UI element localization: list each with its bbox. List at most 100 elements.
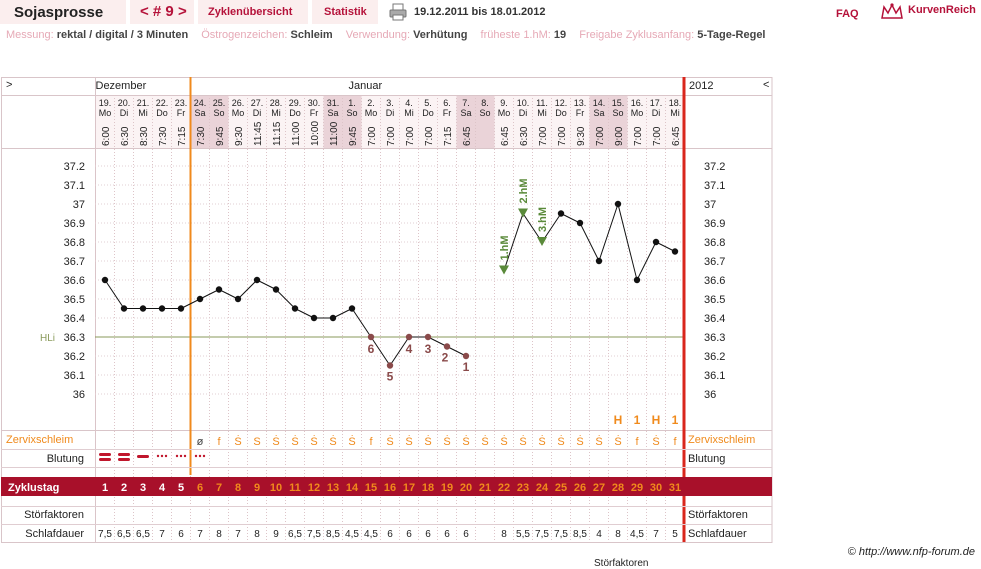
tab-statistik[interactable]: Statistik [324,6,367,18]
time-23: 7:00 [538,126,549,146]
temp-segment-27 [598,203,619,262]
time-17: 7:00 [424,126,435,146]
weekday-13: So [346,108,357,118]
cycle-day-7: 8 [235,482,241,494]
top-bar: Sojasprosse < # 9 > Zyklenübersicht Stat… [0,0,981,26]
high-label-1: 2.hM [518,178,530,203]
mucus-25: Ṡ [576,435,583,448]
time-28: 7:00 [633,126,644,146]
mucus-23: Ṡ [538,435,545,448]
mucus-22: Ṡ [519,435,526,448]
date-17: 5. [424,98,432,108]
temp-segment-1 [104,279,125,309]
low-label-3: 3 [425,342,432,356]
mucus-8: S [253,436,260,448]
sleep-6: 8 [216,529,222,540]
temp-segment-10 [275,289,296,309]
date-20: 8. [481,98,489,108]
date-2: 21. [137,98,150,108]
time-25: 9:30 [576,126,587,146]
weekend-col-26 [589,95,609,148]
mucus-13: Ṡ [348,435,355,448]
bleeding-4-dot0 [175,454,179,458]
y-tick-left-9: 36.3 [64,332,85,344]
disturbance-label-right: Störfaktoren [688,509,748,521]
weekday-9: Mi [271,108,281,118]
temp-point-high-22 [518,208,528,218]
y-tick-left-2: 37 [73,199,85,211]
weekday-27: So [612,108,623,118]
temp-point-5 [196,295,204,303]
weekend-col-19 [456,95,476,148]
temp-segment-8 [237,279,258,300]
date-21: 9. [500,98,508,108]
cycle-day-18: 19 [441,482,453,494]
temp-segment-6 [199,289,220,300]
low-label-1: 5 [387,370,394,384]
mucus-label-left: Zervixschleim [6,434,73,446]
mucus-28: f [635,436,639,448]
weekend-col-13 [342,95,362,148]
sleep-23: 7,5 [535,529,549,540]
weekday-1: Di [120,108,129,118]
app-title: Sojasprosse [14,4,104,21]
time-11: 10:00 [310,121,321,146]
date-3: 22. [156,98,169,108]
printer-icon[interactable] [388,3,408,21]
temp-segment-14 [351,308,372,338]
logo-text: KurvenReich [908,4,976,16]
weekend-col-12 [323,95,343,148]
temp-point-6 [215,286,223,293]
sleep-14: 4,5 [364,529,378,540]
cycle-navigation[interactable]: < # 9 > [140,3,187,20]
temp-point-10 [291,305,299,312]
date-13: 1. [348,98,356,108]
cycle-day-21: 22 [498,482,510,494]
footer-credit: © http://www.nfp-forum.de [847,546,975,558]
time-12: 11:00 [329,121,340,146]
cycle-day-label: Zyklustag [8,482,59,494]
temp-point-1 [120,305,128,312]
cycle-day-2: 3 [140,482,146,494]
sleep-1: 6,5 [117,529,131,540]
date-8: 27. [251,98,264,108]
mucus-15: Ṡ [386,435,393,448]
y-tick-right-10: 36.2 [704,351,725,363]
mucus-17: Ṡ [424,435,431,448]
cycle-day-3: 4 [159,482,166,494]
mucus-16: Ṡ [405,435,412,448]
sleep-9: 9 [273,529,279,540]
nav-prev-icon: > [6,79,12,91]
mucus-10: Ṡ [291,435,298,448]
y-tick-right-1: 37.1 [704,180,725,192]
sleep-3: 7 [159,529,165,540]
weekday-8: Di [253,108,262,118]
y-tick-left-3: 36.9 [64,218,85,230]
weekday-15: Di [386,108,395,118]
bleeding-3-dot0 [156,454,160,458]
y-tick-right-5: 36.7 [704,256,725,268]
y-tick-left-11: 36.1 [64,370,85,382]
oestrogen-label: Östrogenzeichen: [201,29,288,41]
weekend-col-5 [190,95,210,148]
high-label-0: 1.hM [499,235,511,260]
time-5: 7:30 [196,126,207,146]
time-2: 8:30 [139,126,150,146]
overview-tab-box [198,0,308,24]
cycle-day-29: 30 [650,482,662,494]
sleep-8: 8 [254,529,260,540]
mucus-peak-27: H [614,413,623,427]
mucus-21: Ṡ [500,435,507,448]
bleeding-3-dot1 [160,454,164,458]
temp-segment-19 [446,346,467,357]
weekday-3: Do [156,108,168,118]
temp-segment-5 [180,298,201,309]
sleep-18: 6 [444,529,450,540]
y-tick-left-5: 36.7 [64,256,85,268]
tab-zyklenuebersicht[interactable]: Zyklenübersicht [208,6,293,18]
weekday-7: Mo [232,108,245,118]
mucus-11: Ṡ [310,435,317,448]
bleeding-5-dot1 [198,454,202,458]
faq-link[interactable]: FAQ [836,8,859,20]
sleep-11: 7,5 [307,529,321,540]
